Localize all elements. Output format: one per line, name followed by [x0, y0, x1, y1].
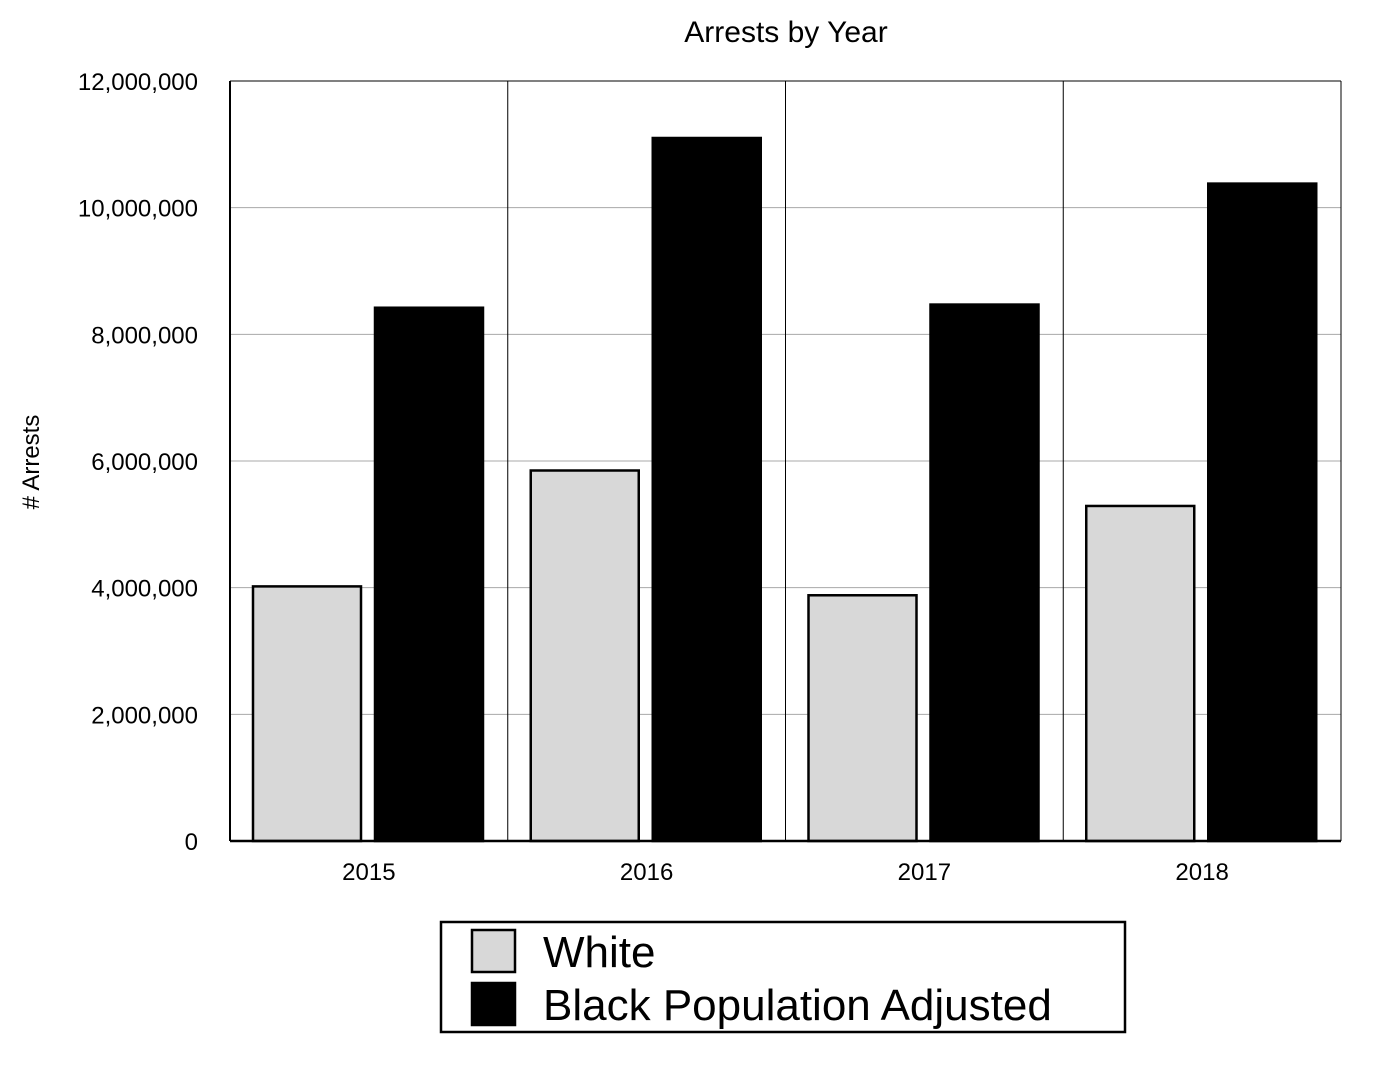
x-tick-label: 2016 [620, 859, 673, 886]
legend-label-white: White [543, 928, 655, 977]
bar-white-2015 [251, 585, 363, 843]
legend-label-black-population-adjusted: Black Population Adjusted [543, 981, 1052, 1030]
legend-swatch-black-population-adjusted [470, 981, 517, 1027]
y-tick-label: 8,000,000 [91, 322, 198, 349]
y-tick-label: 6,000,000 [91, 449, 198, 476]
bar-white-2018 [1085, 504, 1196, 843]
legend-swatch-white [470, 928, 517, 974]
chart-title: Arrests by Year [684, 16, 887, 49]
y-axis-label: # Arrests [18, 415, 45, 510]
bar-black-population-adjusted-2015 [373, 306, 485, 843]
x-tick-label: 2018 [1175, 859, 1228, 886]
category-separators [507, 81, 1064, 841]
y-tick-label: 12,000,000 [78, 69, 198, 96]
bar-white-2017 [807, 594, 918, 843]
y-tick-label: 0 [185, 829, 198, 856]
axes [229, 80, 1342, 843]
bar-white-2016 [529, 469, 640, 843]
x-axis-ticks: 2015 2016 2017 2018 [342, 859, 1229, 886]
x-tick-label: 2017 [898, 859, 951, 886]
bar-black-population-adjusted-2016 [651, 136, 762, 843]
bar-black-population-adjusted-2018 [1207, 182, 1318, 843]
bars [251, 136, 1318, 843]
y-tick-label: 2,000,000 [91, 702, 198, 729]
y-axis-ticks: 0 2,000,000 4,000,000 6,000,000 8,000,000 10,… [78, 69, 198, 856]
y-tick-label: 10,000,000 [78, 196, 198, 223]
legend-box [439, 920, 1127, 1034]
y-tick-label: 4,000,000 [91, 576, 198, 603]
x-tick-label: 2015 [342, 859, 395, 886]
bar-black-population-adjusted-2017 [929, 303, 1040, 843]
